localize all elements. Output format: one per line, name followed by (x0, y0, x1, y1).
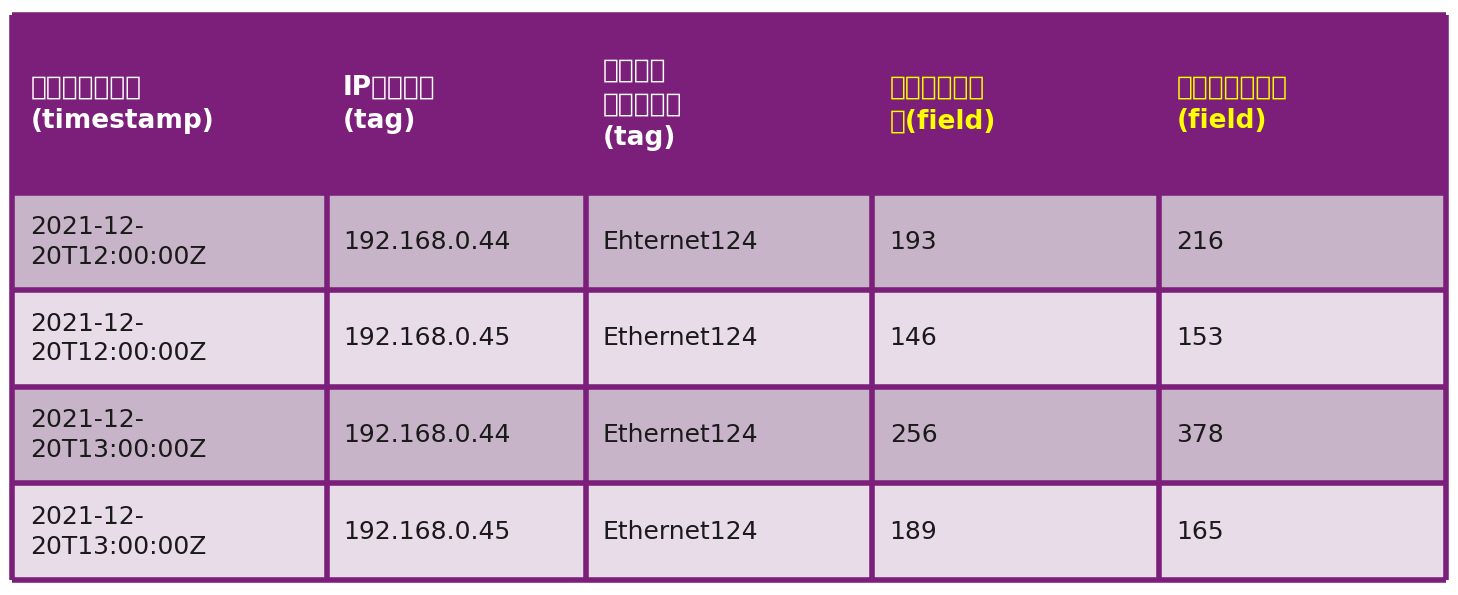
Bar (327, 387, 586, 483)
Bar (586, 15, 872, 193)
Text: Ethernet124: Ethernet124 (602, 327, 758, 350)
Bar (872, 387, 1159, 483)
Text: 153: 153 (1177, 327, 1225, 350)
Bar (1159, 193, 1446, 290)
Text: IPアドレス
(tag): IPアドレス (tag) (343, 74, 436, 134)
Text: 256: 256 (889, 423, 937, 447)
Bar (12, 290, 327, 387)
Text: 378: 378 (1177, 423, 1225, 447)
Bar (1159, 15, 1446, 193)
Text: 216: 216 (1177, 230, 1225, 253)
Bar (327, 15, 586, 193)
Text: インター
フェース名
(tag): インター フェース名 (tag) (602, 57, 682, 151)
Bar (327, 483, 586, 580)
Text: 193: 193 (889, 230, 937, 253)
Text: Ehternet124: Ehternet124 (602, 230, 758, 253)
Bar (872, 290, 1159, 387)
Text: パケット送信
数(field): パケット送信 数(field) (889, 74, 996, 134)
Bar (1159, 483, 1446, 580)
Text: 192.168.0.44: 192.168.0.44 (343, 230, 510, 253)
Text: 2021-12-
20T13:00:00Z: 2021-12- 20T13:00:00Z (31, 505, 207, 559)
Bar (12, 15, 327, 193)
Bar (327, 290, 586, 387)
Text: 2021-12-
20T13:00:00Z: 2021-12- 20T13:00:00Z (31, 408, 207, 462)
Bar (12, 193, 327, 290)
Text: 2021-12-
20T12:00:00Z: 2021-12- 20T12:00:00Z (31, 312, 207, 365)
Bar (327, 193, 586, 290)
Bar (586, 193, 872, 290)
Bar (872, 483, 1159, 580)
Bar (586, 387, 872, 483)
Text: タイムスタンプ
(timestamp): タイムスタンプ (timestamp) (31, 74, 214, 134)
Bar (12, 483, 327, 580)
Bar (872, 15, 1159, 193)
Bar (586, 483, 872, 580)
Bar (872, 193, 1159, 290)
Text: Ethernet124: Ethernet124 (602, 423, 758, 447)
Bar (1159, 290, 1446, 387)
Text: パケット受信数
(field): パケット受信数 (field) (1177, 74, 1287, 134)
Text: 165: 165 (1177, 520, 1225, 544)
Text: 146: 146 (889, 327, 937, 350)
Text: 189: 189 (889, 520, 937, 544)
Text: 192.168.0.45: 192.168.0.45 (343, 520, 510, 544)
Text: 2021-12-
20T12:00:00Z: 2021-12- 20T12:00:00Z (31, 215, 207, 268)
Text: 192.168.0.45: 192.168.0.45 (343, 327, 510, 350)
Text: 192.168.0.44: 192.168.0.44 (343, 423, 510, 447)
Text: Ethernet124: Ethernet124 (602, 520, 758, 544)
Bar (12, 387, 327, 483)
Bar (1159, 387, 1446, 483)
Bar (586, 290, 872, 387)
